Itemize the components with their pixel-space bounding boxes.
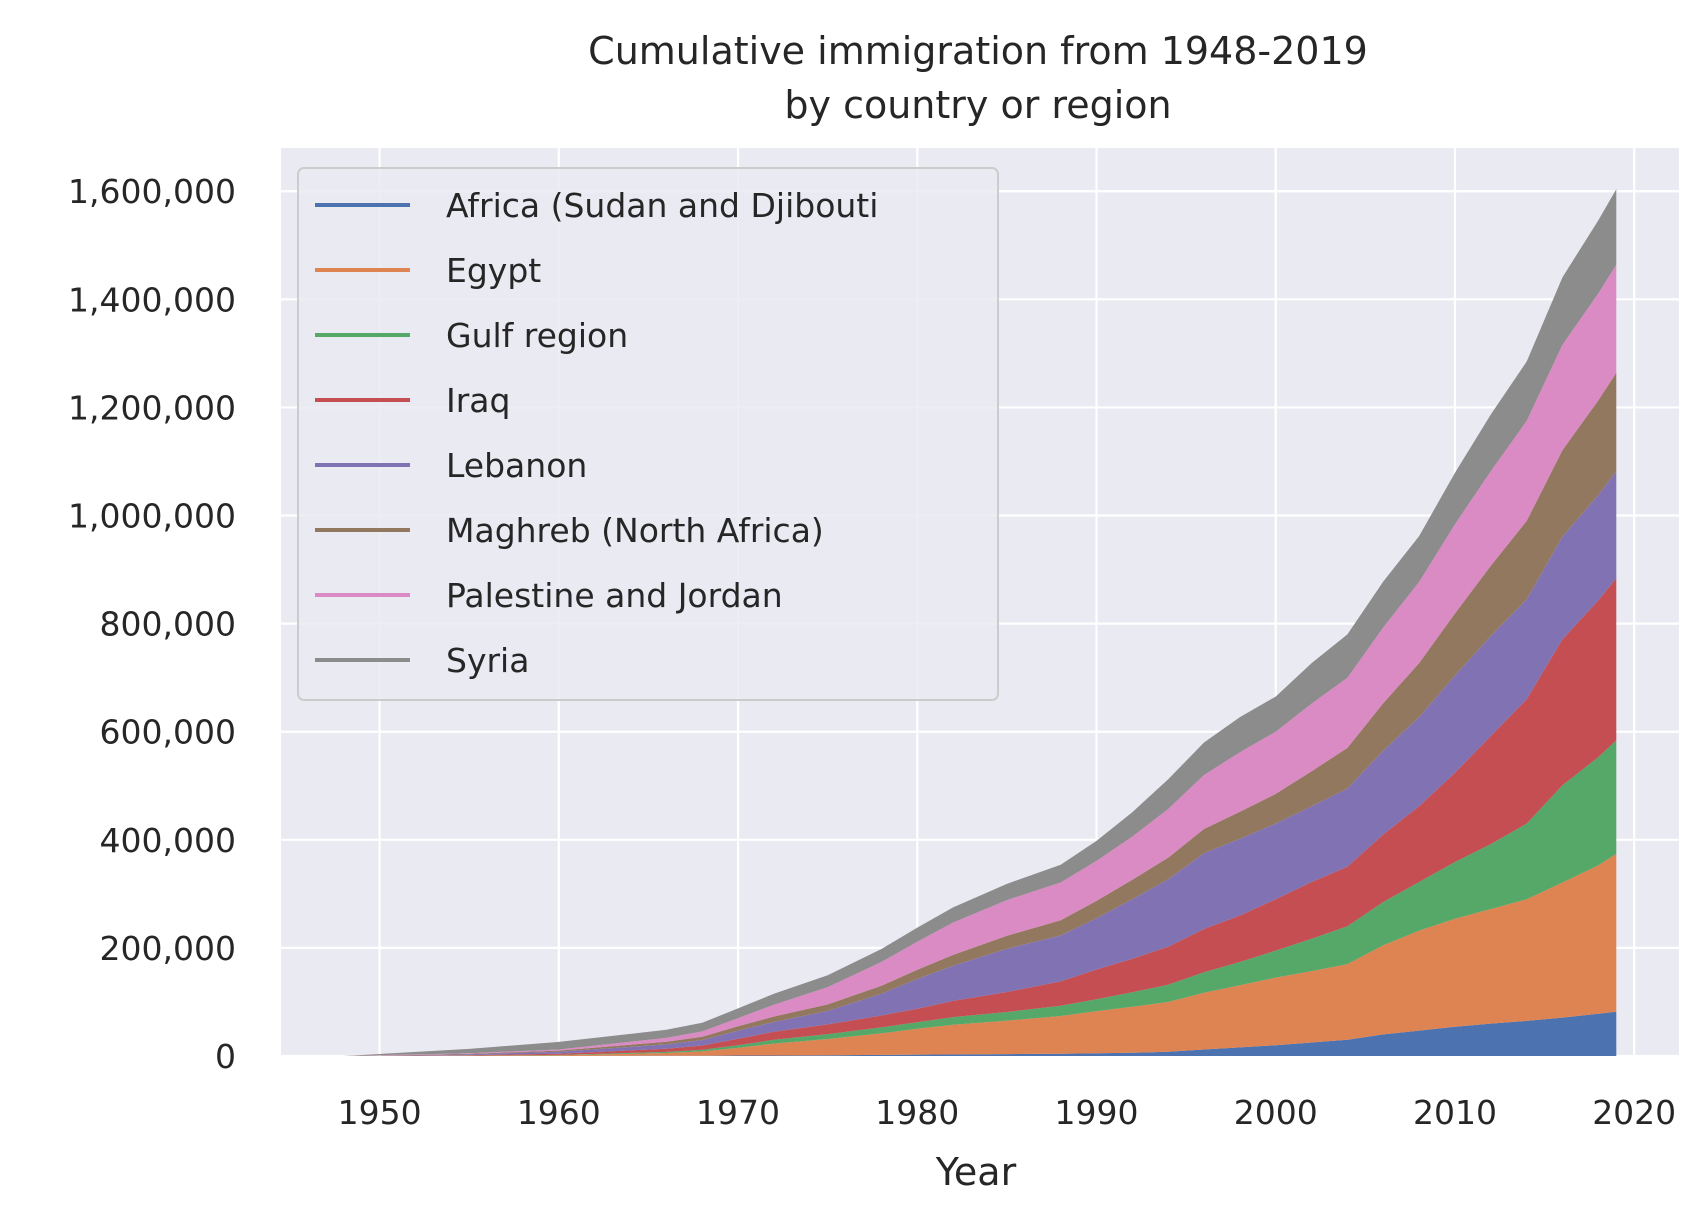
- y-tick-label: 400,000: [100, 821, 236, 860]
- chart-title: Cumulative immigration from 1948-2019: [588, 29, 1368, 73]
- legend-item: Maghreb (North Africa): [315, 511, 824, 550]
- legend-item: Syria: [315, 641, 529, 680]
- legend-label: Lebanon: [446, 446, 587, 485]
- legend-label: Syria: [446, 641, 529, 680]
- x-tick-label: 1970: [696, 1093, 780, 1132]
- legend: Africa (Sudan and Djibouti Egypt Gulf regi…: [297, 167, 999, 701]
- y-tick-label: 200,000: [100, 929, 236, 968]
- x-tick-label: 2010: [1413, 1093, 1497, 1132]
- legend-item: Egypt: [315, 251, 541, 290]
- x-tick-label: 2000: [1234, 1093, 1318, 1132]
- x-tick-label: 1980: [875, 1093, 959, 1132]
- x-tick-label: 1960: [517, 1093, 601, 1132]
- legend-label: Maghreb (North Africa): [446, 511, 824, 550]
- legend-label: Gulf region: [446, 316, 628, 355]
- x-axis-label: Year: [935, 1150, 1017, 1194]
- area-series-0: [343, 1011, 1617, 1056]
- x-tick-labels: 1950 1960 1970 1980 1990 2000 2010 2020: [338, 1093, 1677, 1132]
- y-tick-labels: 0 200,000 400,000 600,000 800,000 1,000,000 1,…: [68, 172, 236, 1076]
- y-tick-label: 0: [215, 1037, 236, 1076]
- area-series-7: [343, 189, 1617, 1057]
- legend-box: [297, 167, 999, 701]
- y-tick-label: 600,000: [100, 713, 236, 752]
- area-series-3: [343, 578, 1617, 1056]
- legend-item: Iraq: [315, 381, 510, 420]
- y-tick-label: 1,000,000: [68, 497, 236, 536]
- y-tick-label: 800,000: [100, 605, 236, 644]
- x-tick-label: 1990: [1055, 1093, 1139, 1132]
- legend-item: Gulf region: [315, 316, 628, 355]
- chart-subtitle: by country or region: [784, 83, 1171, 127]
- legend-item: Africa (Sudan and Djibouti: [315, 186, 878, 225]
- y-tick-label: 1,200,000: [68, 388, 236, 427]
- legend-label: Iraq: [446, 381, 510, 420]
- legend-label: Africa (Sudan and Djibouti: [446, 186, 878, 225]
- area-series-1: [343, 853, 1617, 1056]
- area-layers: [343, 189, 1617, 1057]
- y-tick-label: 1,600,000: [68, 172, 236, 211]
- legend-label: Egypt: [446, 251, 541, 290]
- area-series-6: [343, 264, 1617, 1056]
- legend-item: Lebanon: [315, 446, 587, 485]
- x-tick-label: 2020: [1592, 1093, 1676, 1132]
- x-tick-label: 1950: [338, 1093, 422, 1132]
- legend-item: Palestine and Jordan: [315, 576, 783, 615]
- y-tick-label: 1,400,000: [68, 280, 236, 319]
- legend-label: Palestine and Jordan: [446, 576, 783, 615]
